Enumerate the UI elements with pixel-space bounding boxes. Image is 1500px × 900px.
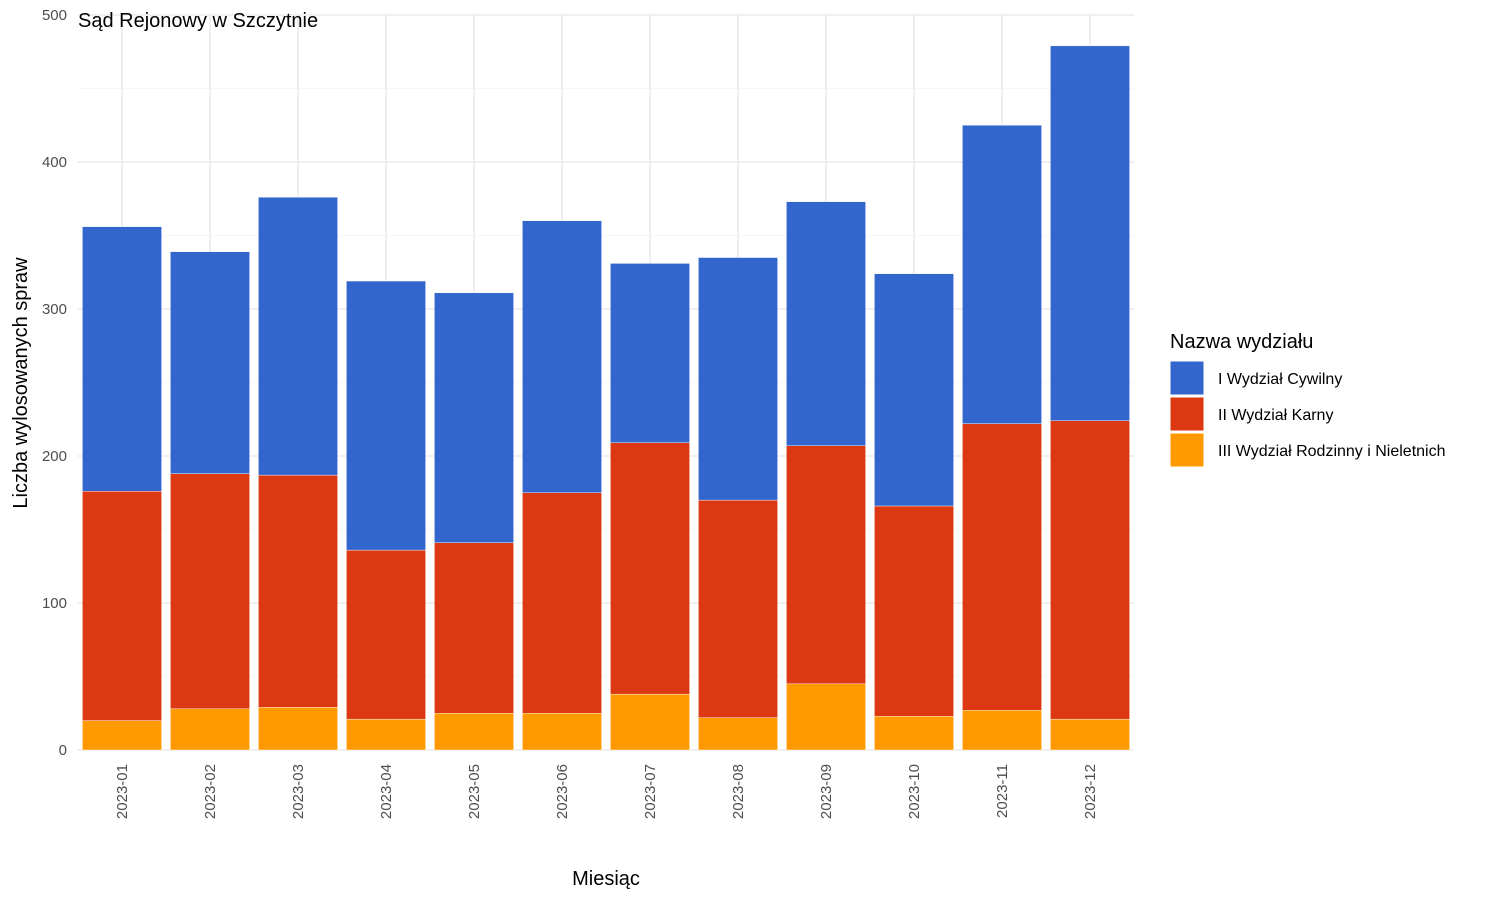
legend-label: II Wydział Karny [1218,407,1333,424]
bars [82,45,1130,751]
legend-title: Nazwa wydziału [1170,331,1313,353]
x-axis-title: Miesiąc [572,868,640,890]
x-tick-label: 2023-10 [906,764,923,819]
x-tick-label: 2023-07 [642,764,659,819]
x-tick-label: 2023-11 [994,764,1011,818]
x-axis-ticks: 2023-01 2023-02 2023-03 2023-04 2023-05 2023-… [114,764,1099,819]
x-tick-label: 2023-09 [818,764,835,819]
bar-segment [962,423,1042,711]
bar-segment [258,707,338,751]
x-tick-label: 2023-02 [202,764,219,819]
bar-segment [1050,45,1130,421]
x-tick-label: 2023-12 [1082,764,1099,819]
legend-swatch [1169,396,1205,432]
bar-segment [346,718,426,751]
bar-segment [346,549,426,720]
bar-segment [82,226,162,492]
y-axis-ticks: 0 100 200 300 400 500 [42,7,67,759]
y-tick-label: 300 [42,301,67,318]
bar-segment [610,263,690,443]
bar-segment [522,220,602,493]
x-tick-label: 2023-06 [554,764,571,819]
legend-label: III Wydział Rodzinny i Nieletnich [1218,443,1446,460]
bar-segment [522,713,602,751]
bar-segment [434,292,514,543]
bar-segment [434,542,514,714]
bar-segment [874,273,954,507]
x-tick-label: 2023-01 [114,764,131,819]
bar-segment [610,442,690,695]
x-tick-label: 2023-04 [378,764,395,819]
y-tick-label: 500 [42,7,67,24]
legend: Nazwa wydziału I Wydział Cywilny II Wydzi… [1169,331,1446,468]
bar-segment [258,474,338,708]
bar-segment [1050,718,1130,751]
bar-segment [170,473,250,710]
bar-segment [698,499,778,718]
y-tick-label: 100 [42,595,67,612]
bar-segment [962,710,1042,751]
bar-segment [170,708,250,751]
bar-segment [962,125,1042,424]
legend-label: I Wydział Cywilny [1218,371,1342,388]
bar-segment [786,201,866,446]
legend-items: I Wydział Cywilny II Wydział Karny III Wyd… [1169,360,1446,468]
bar-segment [1050,420,1130,720]
bar-segment [610,693,690,751]
bar-segment [170,251,250,474]
x-tick-label: 2023-03 [290,764,307,819]
bar-segment [82,720,162,751]
x-tick-label: 2023-05 [466,764,483,819]
chart-title: Sąd Rejonowy w Szczytnie [78,10,318,32]
bar-segment [786,683,866,751]
bar-segment [434,713,514,751]
bar-segment [874,715,954,751]
bar-segment [346,280,426,551]
y-tick-label: 400 [42,154,67,171]
bar-segment [786,445,866,685]
y-tick-label: 0 [59,742,67,759]
bar-segment [698,717,778,751]
bar-segment [82,491,162,721]
legend-swatch [1169,360,1205,396]
bar-segment [874,505,954,717]
x-tick-label: 2023-08 [730,764,747,819]
y-axis-title: Liczba wylosowanych spraw [10,257,32,509]
y-tick-label: 200 [42,448,67,465]
legend-swatch [1169,432,1205,468]
bar-segment [698,257,778,501]
bar-segment [258,197,338,476]
bar-segment [522,492,602,714]
